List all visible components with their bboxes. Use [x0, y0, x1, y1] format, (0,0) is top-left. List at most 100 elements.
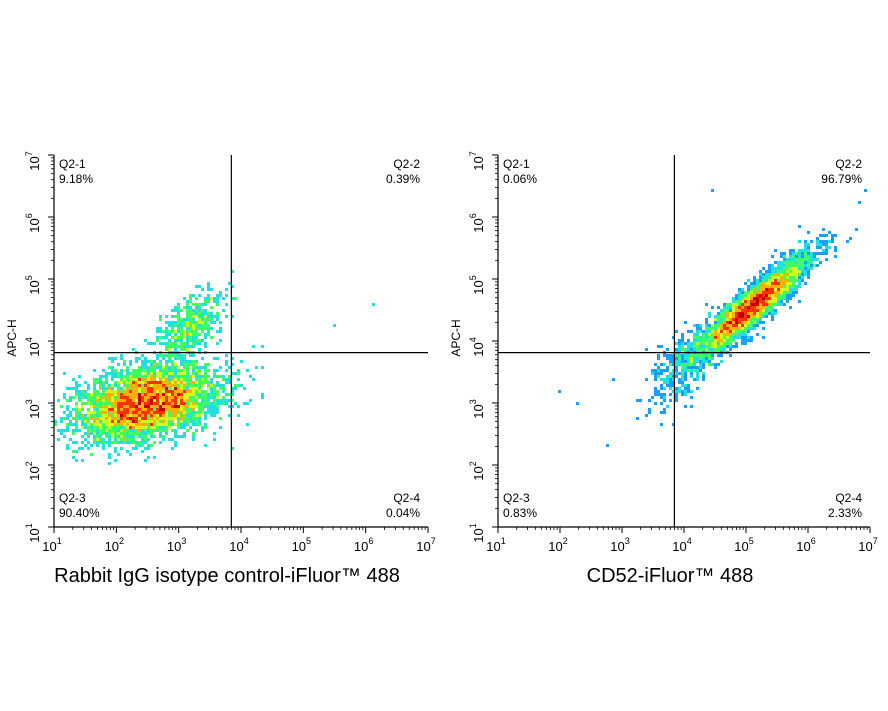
event-dot — [762, 288, 765, 291]
event-dot — [162, 405, 165, 408]
quadrant-name: Q2-3 — [59, 491, 86, 505]
event-dot — [108, 426, 111, 429]
event-dot — [798, 225, 801, 228]
event-dot — [216, 399, 219, 402]
event-dot — [735, 300, 738, 303]
event-dot — [657, 345, 660, 348]
event-dot — [681, 348, 684, 351]
quadrant-percent: 0.04% — [386, 506, 420, 520]
event-dot — [210, 381, 213, 384]
event-dot — [690, 369, 693, 372]
event-dot — [693, 345, 696, 348]
event-dot — [129, 453, 132, 456]
event-dot — [663, 381, 666, 384]
event-dot — [120, 393, 123, 396]
event-dot — [63, 435, 66, 438]
event-dot — [81, 441, 84, 444]
event-dot — [738, 291, 741, 294]
event-dot — [225, 288, 228, 291]
event-dot — [684, 384, 687, 387]
event-dot — [768, 303, 771, 306]
event-dot — [96, 423, 99, 426]
event-dot — [126, 432, 129, 435]
event-dot — [741, 324, 744, 327]
event-dot — [69, 438, 72, 441]
event-dot — [120, 420, 123, 423]
event-dot — [222, 390, 225, 393]
event-dot — [159, 360, 162, 363]
event-dot — [663, 354, 666, 357]
event-dot — [141, 402, 144, 405]
event-dot — [174, 378, 177, 381]
event-dot — [801, 258, 804, 261]
event-dot — [771, 303, 774, 306]
event-dot — [174, 369, 177, 372]
event-dot — [195, 417, 198, 420]
event-dot — [183, 402, 186, 405]
event-dot — [774, 285, 777, 288]
event-dot — [189, 339, 192, 342]
event-dot — [165, 423, 168, 426]
event-dot — [117, 417, 120, 420]
event-dot — [132, 399, 135, 402]
event-dot — [669, 372, 672, 375]
event-dot — [675, 366, 678, 369]
event-dot — [114, 414, 117, 417]
event-dot — [747, 309, 750, 312]
event-dot — [153, 363, 156, 366]
event-dot — [762, 306, 765, 309]
event-dot — [168, 375, 171, 378]
event-dot — [165, 315, 168, 318]
event-dot — [558, 390, 561, 393]
event-dot — [201, 318, 204, 321]
event-dot — [195, 342, 198, 345]
event-dot — [738, 306, 741, 309]
event-dot — [720, 360, 723, 363]
event-dot — [783, 264, 786, 267]
event-dot — [147, 372, 150, 375]
event-dot — [705, 327, 708, 330]
event-dot — [783, 273, 786, 276]
event-dot — [174, 435, 177, 438]
event-dot — [774, 300, 777, 303]
event-dot — [78, 390, 81, 393]
event-dot — [120, 399, 123, 402]
event-dot — [777, 264, 780, 267]
event-dot — [189, 402, 192, 405]
event-dot — [798, 285, 801, 288]
event-dot — [702, 366, 705, 369]
event-dot — [663, 399, 666, 402]
event-dot — [96, 432, 99, 435]
event-dot — [150, 444, 153, 447]
event-dot — [114, 396, 117, 399]
event-dot — [177, 423, 180, 426]
event-dot — [138, 405, 141, 408]
event-dot — [663, 408, 666, 411]
event-dot — [189, 405, 192, 408]
event-dot — [774, 294, 777, 297]
event-dot — [807, 276, 810, 279]
event-dot — [162, 384, 165, 387]
event-dot — [81, 435, 84, 438]
event-dot — [744, 294, 747, 297]
event-dot — [165, 348, 168, 351]
event-dot — [693, 342, 696, 345]
event-dot — [174, 393, 177, 396]
event-dot — [696, 387, 699, 390]
event-dot — [162, 396, 165, 399]
event-dot — [744, 336, 747, 339]
event-dot — [213, 321, 216, 324]
event-dot — [114, 441, 117, 444]
event-dot — [765, 297, 768, 300]
event-dot — [759, 276, 762, 279]
event-dot — [192, 387, 195, 390]
event-dot — [207, 396, 210, 399]
event-dot — [660, 387, 663, 390]
event-dot — [129, 390, 132, 393]
event-dot — [102, 441, 105, 444]
event-dot — [195, 372, 198, 375]
event-dot — [804, 258, 807, 261]
event-dot — [138, 399, 141, 402]
event-dot — [174, 429, 177, 432]
event-dot — [690, 363, 693, 366]
